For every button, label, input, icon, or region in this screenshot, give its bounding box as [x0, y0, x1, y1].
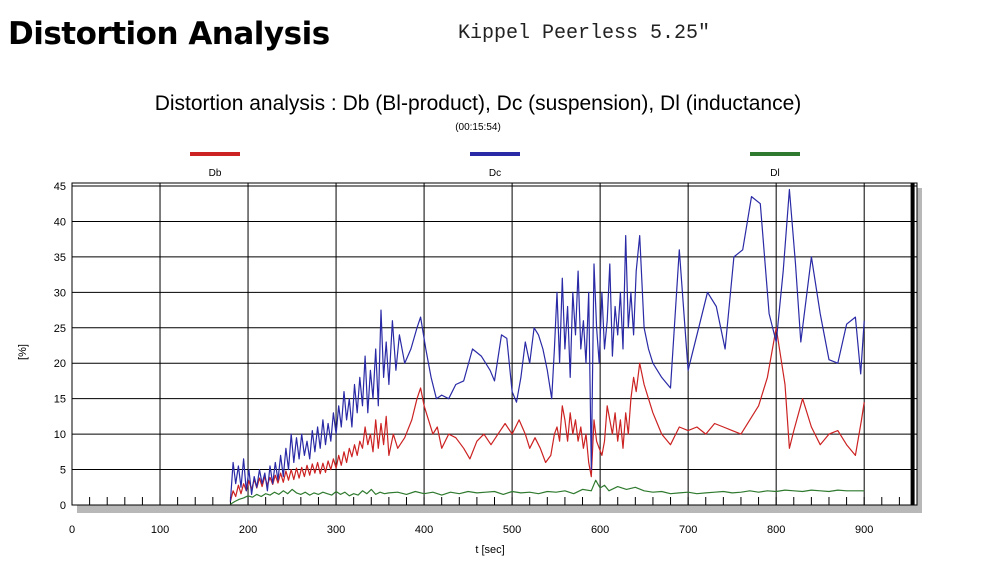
page-heading: Distortion Analysis	[8, 16, 330, 52]
legend-label-db: Db	[209, 168, 222, 179]
x-tick-label: 900	[855, 524, 873, 536]
legend-label-dc: Dc	[489, 168, 501, 179]
x-tick-label: 100	[151, 524, 169, 536]
y-tick-label: 45	[54, 181, 66, 193]
tick-labels: 0 5 10 15 20 25 30 35 40 45 0 100 200 300 400 500 600 700…	[54, 181, 874, 536]
plot-area	[71, 182, 918, 506]
y-tick-label: 40	[54, 216, 66, 228]
y-tick-label: 35	[54, 252, 66, 264]
y-tick-label: 20	[54, 358, 66, 370]
y-tick-label: 25	[54, 323, 66, 335]
device-label: Kippel Peerless 5.25"	[458, 22, 711, 45]
x-tick-label: 800	[767, 524, 785, 536]
y-tick-label: 10	[54, 429, 66, 441]
tick-marks	[89, 497, 900, 505]
legend: Db Dc Dl	[190, 152, 800, 179]
x-tick-label: 200	[239, 524, 257, 536]
series-line-db	[229, 327, 865, 502]
x-tick-label: 400	[415, 524, 433, 536]
y-tick-label: 30	[54, 287, 66, 299]
series-line-dl	[230, 479, 865, 505]
y-axis-label: [%]	[17, 344, 29, 360]
x-axis-label: t [sec]	[475, 544, 504, 556]
y-tick-label: 15	[54, 394, 66, 406]
x-tick-label: 600	[591, 524, 609, 536]
y-tick-label: 5	[60, 465, 66, 477]
legend-label-dl: Dl	[770, 168, 779, 179]
x-tick-label: 300	[327, 524, 345, 536]
x-tick-label: 0	[69, 524, 75, 536]
x-tick-label: 700	[679, 524, 697, 536]
chart-subtitle: (00:15:54)	[455, 122, 501, 133]
series-line-dc	[229, 188, 865, 502]
chart-title: Distortion analysis : Db (Bl-product), D…	[155, 92, 802, 115]
y-tick-label: 0	[60, 500, 66, 512]
x-tick-label: 500	[503, 524, 521, 536]
series-layer	[229, 188, 865, 505]
